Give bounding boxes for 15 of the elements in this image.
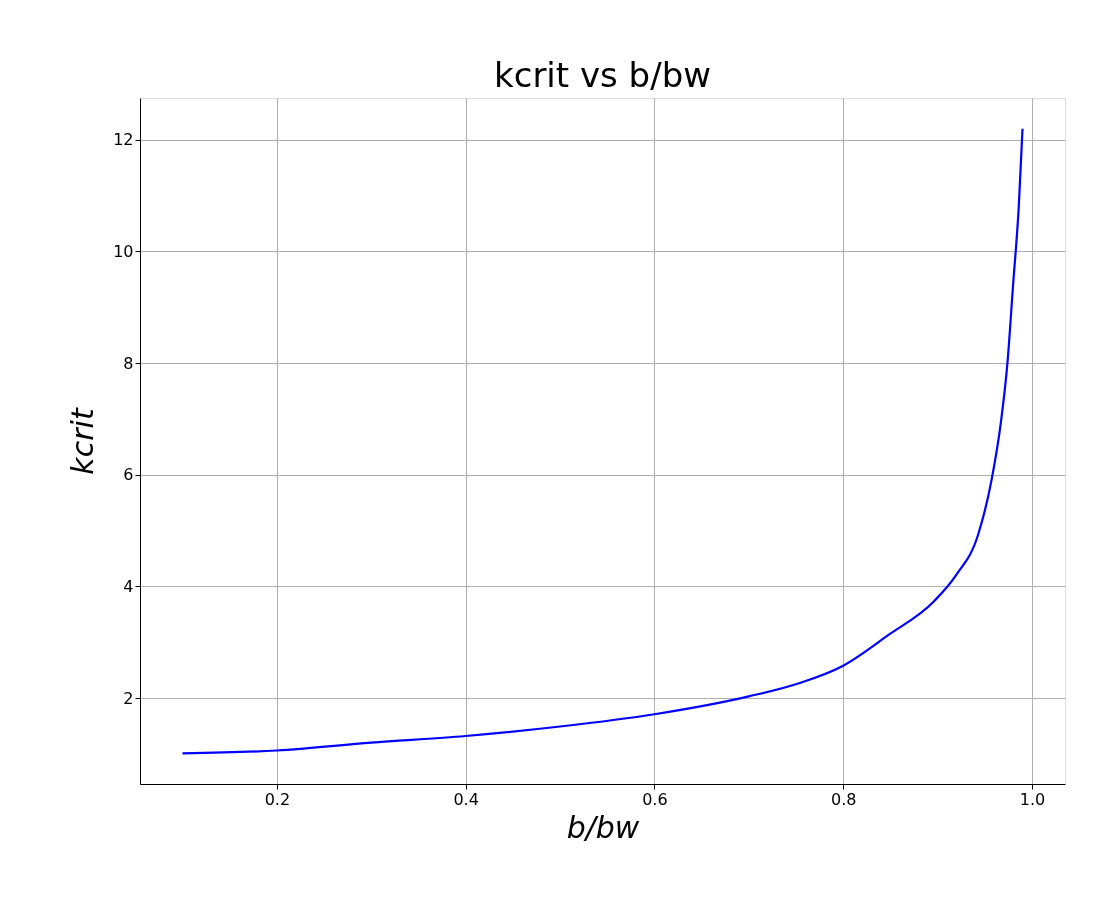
y-tick-label: 4 [123, 576, 134, 596]
y-tick-label: 12 [113, 130, 134, 150]
y-tick-label: 6 [123, 465, 134, 485]
y-tick-label: 8 [123, 353, 134, 373]
line-series [181, 127, 1024, 755]
x-axis-title: b/bw [566, 809, 640, 845]
x-tick-label: 0.4 [453, 789, 479, 809]
y-tick-label: 10 [113, 242, 134, 261]
chart-title: kcrit vs b/bw [493, 55, 712, 95]
y-axis-title: kcrit [65, 407, 101, 475]
x-tick-label: 0.8 [830, 789, 857, 809]
y-tick-label: 2 [123, 688, 134, 708]
x-tick-label: 0.6 [642, 789, 668, 809]
x-tick-label: 1.0 [1019, 789, 1046, 809]
x-tick-label: 0.2 [264, 789, 291, 809]
